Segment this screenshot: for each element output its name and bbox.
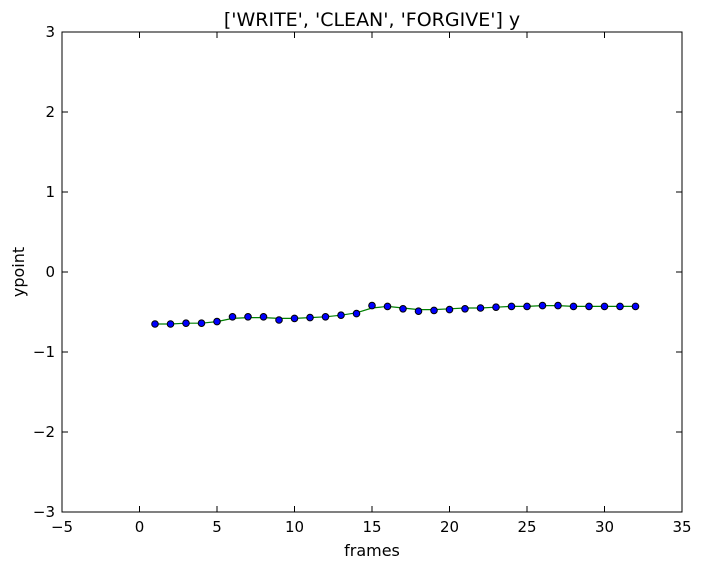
- x-tick-label: 35: [672, 518, 691, 536]
- y-axis-label: ypoint: [9, 247, 28, 297]
- y-tick-label: 1: [45, 183, 55, 201]
- x-tick-label: −5: [51, 518, 73, 536]
- y-tick-label: −3: [33, 503, 55, 521]
- x-tick-label: 30: [595, 518, 614, 536]
- data-point: [275, 316, 283, 324]
- data-point: [523, 302, 531, 311]
- y-axis-ticks: −3 −2 −1 0 1 2 3: [33, 23, 682, 521]
- data-point: [290, 314, 299, 323]
- x-tick-label: 5: [212, 518, 222, 536]
- data-point: [166, 320, 175, 328]
- data-point: [631, 302, 640, 311]
- data-point: [368, 301, 376, 310]
- data-point: [151, 320, 159, 328]
- data-point: [259, 313, 268, 321]
- y-tick-label: 3: [45, 23, 55, 41]
- x-axis-ticks: −5 0 5 10 15 20 25 30 35: [51, 32, 692, 536]
- series-line: [155, 305, 636, 325]
- x-tick-label: 0: [135, 518, 145, 536]
- y-tick-label: 0: [45, 263, 55, 281]
- data-point: [383, 302, 392, 311]
- data-point: [197, 319, 206, 328]
- y-tick-label: −1: [33, 343, 55, 361]
- data-point: [244, 313, 252, 321]
- data-point: [337, 311, 345, 320]
- data-point: [507, 302, 516, 311]
- x-tick-label: 25: [517, 518, 536, 536]
- data-point: [414, 307, 423, 316]
- data-point: [213, 317, 221, 326]
- data-point: [321, 313, 330, 321]
- x-tick-label: 15: [362, 518, 381, 536]
- data-point: [569, 302, 578, 311]
- data-point: [430, 306, 438, 315]
- data-point: [182, 319, 190, 328]
- x-axis-label: frames: [344, 541, 400, 560]
- data-point: [306, 313, 314, 322]
- data-point: [352, 309, 361, 318]
- plot-frame: [61, 31, 683, 513]
- data-point: [554, 301, 562, 310]
- data-point: [492, 303, 500, 312]
- data-point: [616, 302, 624, 311]
- data-point: [585, 302, 593, 311]
- data-point: [228, 313, 237, 321]
- series-points: [151, 301, 640, 328]
- x-tick-label: 20: [440, 518, 459, 536]
- y-tick-label: −2: [33, 423, 55, 441]
- data-point: [445, 305, 454, 314]
- data-point: [538, 301, 547, 310]
- data-point: [399, 305, 407, 313]
- chart-title: ['WRITE', 'CLEAN', 'FORGIVE'] y: [224, 9, 520, 31]
- data-point: [476, 304, 485, 312]
- y-tick-label: 2: [45, 103, 55, 121]
- data-point: [600, 302, 609, 311]
- data-point: [461, 305, 469, 313]
- x-tick-label: 10: [285, 518, 304, 536]
